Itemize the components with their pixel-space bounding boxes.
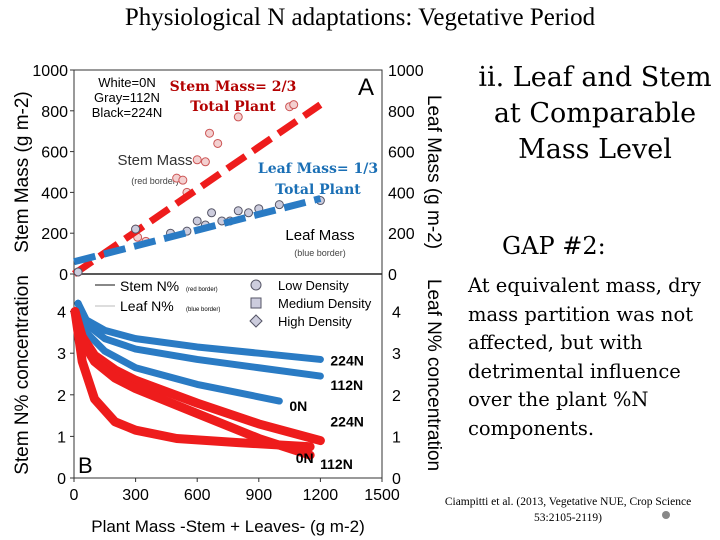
curve-leaf-0N: [74, 299, 283, 405]
curve-label: 0N: [289, 398, 307, 414]
panel-label-a: A: [358, 74, 374, 101]
stem-fraction-note-2: Total Plant: [190, 99, 276, 115]
data-point: [274, 200, 284, 210]
panel-label-b: B: [78, 453, 93, 478]
y2tick-label: 1: [392, 429, 401, 446]
data-point: [205, 128, 215, 138]
y2tick-label: 800: [388, 104, 415, 121]
stem-fraction-note: Stem Mass= 2/3: [170, 79, 297, 95]
fit-line-leaf: [73, 195, 322, 266]
y2tick-label: 0: [392, 471, 401, 488]
data-point: [178, 175, 188, 185]
legend-marker-circle: [250, 279, 262, 291]
y2tick-label: 3: [392, 346, 401, 363]
data-point: [289, 100, 299, 110]
y2tick-label: 600: [388, 145, 415, 162]
ytick-label: 4: [57, 305, 66, 322]
bullet-dot: [662, 511, 670, 519]
data-point: [213, 138, 223, 148]
xtick-label: 1200: [303, 487, 339, 504]
ytick-label: 800: [41, 104, 68, 121]
citation: Ciampitti et al. (2013, Vegetative NUE, …: [444, 496, 692, 524]
ytick-label: 2: [57, 388, 66, 405]
legend-item: Gray=112N: [94, 90, 160, 105]
subtitle: ii. Leaf and Stem at Comparable Mass Lev…: [478, 62, 712, 165]
xtick-label: 900: [245, 487, 272, 504]
y2-axis-label-b: Leaf N% concentration: [423, 279, 444, 471]
leaf-fraction-note: Leaf Mass= 1/3: [258, 161, 378, 177]
legend-item: Black=224N: [92, 105, 162, 120]
ytick-label: 3: [57, 346, 66, 363]
ytick-label: 400: [41, 185, 68, 202]
legend-density: High Density: [278, 314, 352, 329]
data-point: [244, 208, 254, 218]
leaf-mass-sub: (blue border): [294, 248, 346, 258]
y2-axis-label-a: Leaf Mass (g m-2): [423, 95, 444, 249]
gap-label: GAP #2:: [502, 232, 606, 260]
y2tick-label: 200: [388, 226, 415, 243]
data-point: [207, 208, 217, 218]
data-point: [73, 267, 83, 277]
ytick-label: 1: [57, 429, 66, 446]
curve-label: 224N: [330, 352, 363, 368]
y2tick-label: 4: [392, 305, 401, 322]
data-point: [192, 155, 202, 165]
legend-density: Medium Density: [278, 296, 372, 311]
stem-mass-label: Stem Mass: [117, 152, 192, 169]
data-point: [233, 206, 243, 216]
legend-marker-square: [250, 297, 262, 309]
curve-stem-0N: [70, 307, 315, 452]
legend-leaf: Leaf N%: [120, 298, 174, 314]
legend-stem: Stem N%: [120, 278, 179, 294]
ytick-label: 200: [41, 226, 68, 243]
stem-mass-sub: (red border): [131, 176, 179, 186]
legend-density: Low Density: [278, 278, 349, 293]
y-axis-label-a: Stem Mass (g m-2): [12, 91, 33, 253]
leaf-mass-label: Leaf Mass: [285, 227, 354, 244]
xtick-label: 1500: [364, 487, 400, 504]
data-point: [192, 216, 202, 226]
legend-marker-diamond: [249, 314, 263, 328]
fit-line-stem: [72, 101, 323, 277]
data-point: [200, 157, 210, 167]
y2tick-label: 1000: [388, 63, 424, 80]
body-text: At equivalent mass, dry mass partition w…: [468, 274, 701, 440]
curve-label: 112N: [320, 456, 353, 472]
ytick-label: 0: [59, 267, 68, 284]
ytick-label: 0: [57, 471, 66, 488]
x-axis-label: Plant Mass -Stem + Leaves- (g m-2): [91, 517, 365, 536]
data-point: [233, 112, 243, 122]
leaf-fraction-note-2: Total Plant: [275, 182, 361, 198]
legend-stem-sub: (red border): [186, 287, 218, 293]
ytick-label: 600: [41, 145, 68, 162]
y2tick-label: 2: [392, 388, 401, 405]
xtick-label: 0: [70, 487, 79, 504]
y-axis-label-b: Stem N% concentration: [12, 275, 33, 475]
xtick-label: 300: [122, 487, 149, 504]
slide-title: Physiological N adaptations: Vegetative …: [124, 4, 596, 31]
legend-item: White=0N: [98, 75, 155, 90]
data-point: [131, 224, 141, 234]
ytick-label: 1000: [32, 63, 68, 80]
y2tick-label: 0: [388, 267, 397, 284]
curve-label: 224N: [330, 414, 363, 430]
curve-label: 112N: [330, 377, 363, 393]
xtick-label: 600: [184, 487, 211, 504]
legend-leaf-sub: (blue border): [186, 307, 220, 313]
curve-stem-112N: [70, 307, 315, 460]
curve-label: 0N: [296, 450, 314, 466]
y2tick-label: 400: [388, 185, 415, 202]
